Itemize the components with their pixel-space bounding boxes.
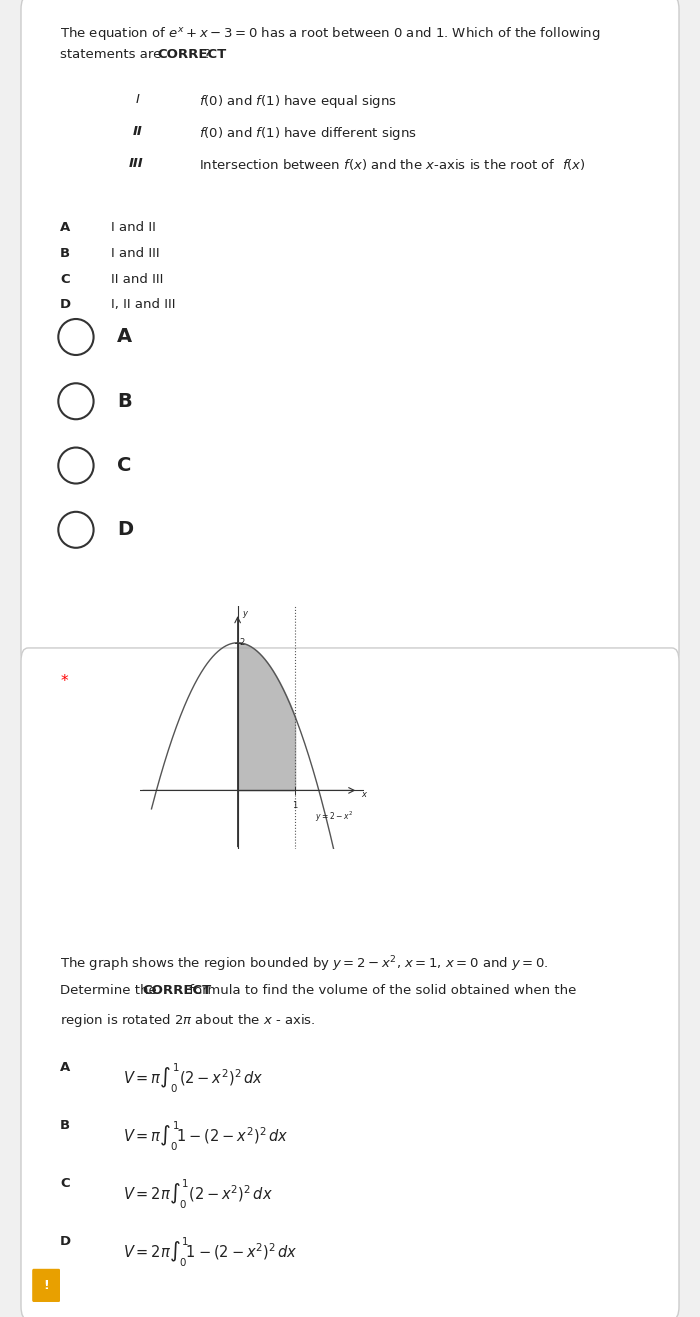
Text: *: * [60, 674, 68, 689]
Text: $V=2\pi\int_0^1(2-x^2)^2\,dx$: $V=2\pi\int_0^1(2-x^2)^2\,dx$ [123, 1177, 273, 1210]
Text: $x$: $x$ [361, 790, 368, 798]
Text: $V=2\pi\int_0^1\!1-(2-x^2)^2\,dx$: $V=2\pi\int_0^1\!1-(2-x^2)^2\,dx$ [123, 1235, 298, 1268]
Text: A: A [60, 221, 71, 234]
Text: Determine the: Determine the [60, 984, 161, 997]
Text: D: D [117, 520, 133, 539]
Text: The graph shows the region bounded by $y=2-x^2$, $x=1$, $x=0$ and $y=0$.: The graph shows the region bounded by $y… [60, 955, 549, 975]
Text: III: III [128, 157, 143, 170]
Text: II: II [133, 125, 142, 138]
Text: B: B [60, 248, 70, 259]
Text: $y=2-x^2$: $y=2-x^2$ [315, 810, 354, 824]
FancyBboxPatch shape [32, 1268, 60, 1303]
Text: ?: ? [203, 47, 210, 61]
Text: II and III: II and III [111, 273, 163, 286]
Text: D: D [60, 299, 71, 311]
Text: A: A [60, 1062, 71, 1075]
Text: region is rotated $2\pi$ about the $x$ - axis.: region is rotated $2\pi$ about the $x$ -… [60, 1013, 316, 1029]
Text: I and III: I and III [111, 248, 159, 259]
Text: $f(0)$ and $f(1)$ have different signs: $f(0)$ and $f(1)$ have different signs [199, 125, 416, 142]
Text: C: C [60, 273, 70, 286]
Text: C: C [60, 1177, 70, 1191]
Text: 1: 1 [293, 802, 297, 810]
FancyBboxPatch shape [21, 0, 679, 665]
Text: B: B [60, 1119, 70, 1133]
Text: D: D [60, 1235, 71, 1249]
Text: Intersection between $f(x)$ and the $x$-axis is the root of  $f(x)$: Intersection between $f(x)$ and the $x$-… [199, 157, 586, 173]
Text: 2: 2 [239, 639, 244, 647]
Text: !: ! [43, 1279, 49, 1292]
Text: A: A [117, 328, 132, 346]
Text: C: C [117, 456, 132, 475]
Text: CORRECT: CORRECT [142, 984, 211, 997]
Text: CORRECT: CORRECT [158, 47, 227, 61]
Text: statements are: statements are [60, 47, 166, 61]
Text: $f(0)$ and $f(1)$ have equal signs: $f(0)$ and $f(1)$ have equal signs [199, 92, 397, 109]
Text: I, II and III: I, II and III [111, 299, 175, 311]
Text: $y$: $y$ [242, 610, 249, 620]
Text: I and II: I and II [111, 221, 155, 234]
Text: $V=\pi\int_0^1\!1-(2-x^2)^2\,dx$: $V=\pi\int_0^1\!1-(2-x^2)^2\,dx$ [123, 1119, 288, 1152]
Text: The equation of $e^x+x-3=0$ has a root between 0 and 1. Which of the following: The equation of $e^x+x-3=0$ has a root b… [60, 25, 601, 42]
FancyBboxPatch shape [21, 648, 679, 1317]
Text: $V=\pi\int_0^1(2-x^2)^2\,dx$: $V=\pi\int_0^1(2-x^2)^2\,dx$ [123, 1062, 264, 1094]
Text: B: B [117, 391, 132, 411]
Text: formula to find the volume of the solid obtained when the: formula to find the volume of the solid … [185, 984, 576, 997]
Text: I: I [136, 92, 140, 105]
